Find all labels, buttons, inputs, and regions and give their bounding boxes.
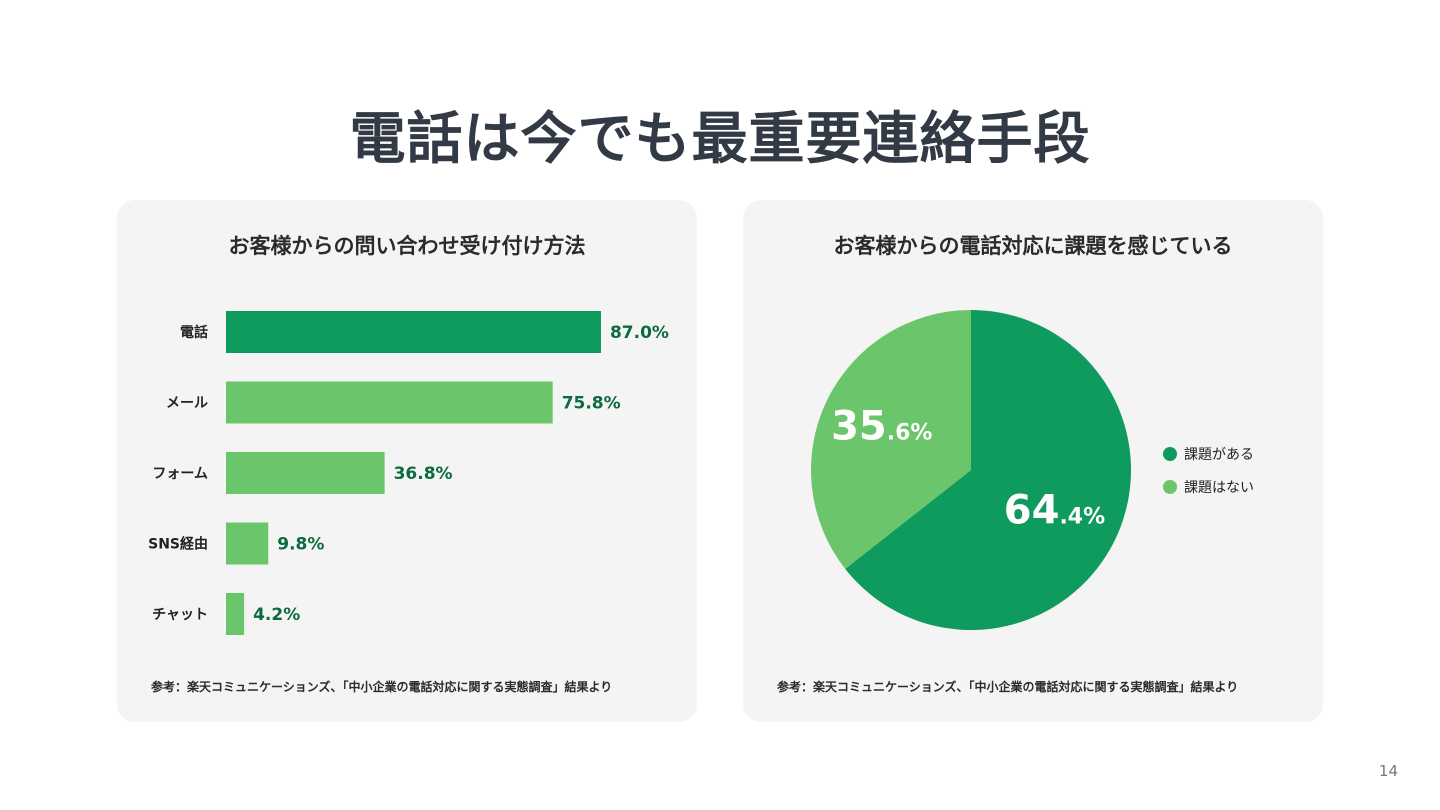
legend-marker bbox=[1163, 480, 1177, 494]
bar bbox=[226, 522, 269, 565]
bar-value-label: 75.8% bbox=[562, 394, 621, 414]
bar-category-label: フォーム bbox=[152, 466, 208, 482]
pie-chart-title: お客様からの電話対応に課題を感じている bbox=[833, 234, 1233, 258]
pie-value-label: 64.4% bbox=[1004, 488, 1105, 534]
bar-category-label: メール bbox=[166, 396, 208, 412]
bar-value-label: 9.8% bbox=[277, 535, 324, 555]
bar-category-label: SNS経由 bbox=[148, 536, 208, 553]
bar-category-label: 電話 bbox=[180, 324, 208, 341]
pie-slice bbox=[811, 310, 971, 569]
bar-chart-source-note: 参考：楽天コミュニケーションズ、「中小企業の電話対応に関する実態調査」結果より bbox=[151, 680, 613, 694]
bar-value-label: 36.8% bbox=[394, 464, 453, 484]
bar bbox=[226, 452, 385, 494]
pie-value-label: 35.6% bbox=[831, 404, 932, 450]
page-number: 14 bbox=[1378, 762, 1398, 780]
pie-chart-card: お客様からの電話対応に課題を感じている 64.4% 35.6% 課題がある課題はない… bbox=[743, 200, 1323, 722]
bar bbox=[226, 381, 553, 424]
legend-label: 課題がある bbox=[1184, 447, 1254, 463]
bar-category-label: チャット bbox=[152, 607, 208, 623]
bar bbox=[226, 311, 601, 353]
bar-chart: 電話 87.0% メール 75.8% フォーム 36.8% SNS経由 9.8% チャット 4.2… bbox=[148, 311, 669, 635]
pie-chart-source-note: 参考：楽天コミュニケーションズ、「中小企業の電話対応に関する実態調査」結果より bbox=[777, 680, 1239, 694]
bar bbox=[226, 593, 245, 635]
slide-title: 電話は今でも最重要連絡手段 bbox=[349, 107, 1091, 172]
pie-slice bbox=[845, 310, 1131, 631]
bar-value-label: 4.2% bbox=[253, 605, 300, 625]
bar-value-label: 87.0% bbox=[610, 323, 669, 343]
legend-marker bbox=[1163, 447, 1177, 461]
legend-label: 課題はない bbox=[1184, 480, 1254, 496]
bar-chart-card: お客様からの問い合わせ受け付け方法 電話 87.0% メール 75.8% フォーム 36.… bbox=[117, 200, 697, 722]
bar-chart-title: お客様からの問い合わせ受け付け方法 bbox=[228, 234, 586, 258]
